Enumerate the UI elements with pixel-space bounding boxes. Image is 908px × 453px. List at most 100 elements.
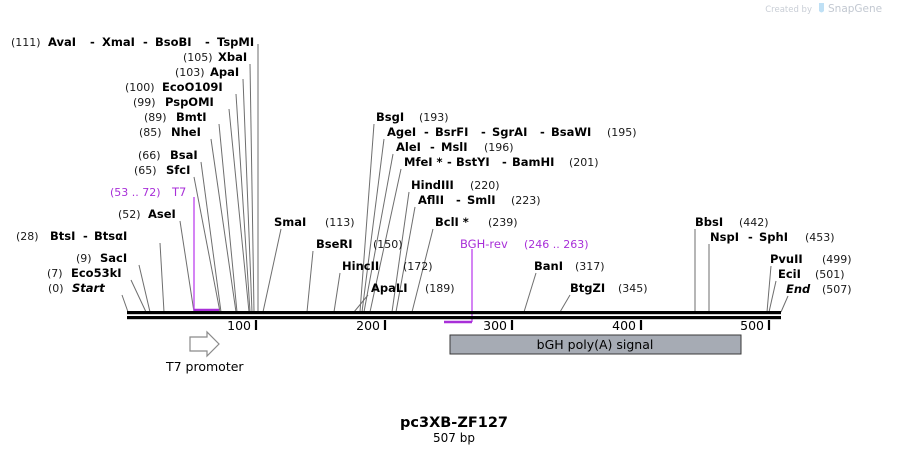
site-label-alei-group[interactable]: AleI - MslI (196) [396,140,514,154]
site-pos-aflii: (223) [511,194,541,207]
site-label-apai-group[interactable]: (103) ApaI [175,65,239,79]
axis-tick-label-500: 500 [740,318,764,333]
leader-line-btgzi [559,294,571,313]
axis-tick-label-100: 100 [227,318,251,333]
site-label-ecii-group[interactable]: EciI (501) [778,267,845,281]
site-name-mfei: MfeI * [404,155,443,169]
site-name-bseri: BseRI [316,237,353,251]
leader-line-hindiii [391,191,410,313]
leader-line-eco53ki [130,279,147,313]
site-name-start: Start [72,281,105,295]
site-label-smai-group[interactable]: SmaI (113) [274,215,355,229]
leader-line-bsgi [359,123,375,313]
site-name-nspi: NspI [710,230,739,244]
site-pos-ecii: (501) [815,268,845,281]
primer-label-bgh-rev-group[interactable]: BGH-rev (246 .. 263) [460,237,589,251]
site-label-start-group[interactable]: (0) Start [48,281,105,295]
axis-tick-200: 200 [356,318,387,333]
site-label-bbsi-group[interactable]: BbsI (442) [695,215,769,229]
site-label-xbai-group[interactable]: (105) XbaI [183,50,247,64]
site-name-bsawi: BsaWI [551,125,591,139]
site-name-bmti: BmtI [176,110,207,124]
site-name-saci: SacI [100,251,127,265]
site-pos-nspi: (453) [805,231,835,244]
site-sep-9: - [447,155,452,169]
site-label-hincii-group[interactable]: HincII (172) [342,259,433,273]
site-label-bcli-group[interactable]: BclI * (239) [435,215,518,229]
site-label-eco53ki-group[interactable]: (7) Eco53kI [47,266,122,280]
site-label-agei-group[interactable]: AgeI - BsrFI - SgrAI - BsaWI (195) [387,125,637,139]
site-label-bani-group[interactable]: BanI (317) [534,259,605,273]
site-pos-mfei: (201) [569,156,599,169]
site-name-tspmi: TspMI [217,35,254,49]
site-label-bseri-group[interactable]: BseRI (150) [316,237,403,251]
leader-line-hincii [333,272,341,313]
site-label-end-group[interactable]: End (507) [786,282,852,296]
site-pos-apai: (103) [175,66,205,79]
leader-line-agei [361,138,385,313]
sequence-axis[interactable]: 100 200 300 400 500 [127,311,781,333]
site-sep-12: - [748,230,753,244]
leader-line-ecii [768,280,777,313]
site-pos-bsai: (66) [138,149,161,162]
site-label-ecoo109i-group[interactable]: (100) EcoO109I [125,80,223,94]
site-label-pspomi-group[interactable]: (99) PspOMI [133,95,214,109]
primer-t7[interactable] [193,197,219,312]
axis-tick-500: 500 [740,318,771,333]
leader-line-smai [262,228,282,313]
site-name-bsgi: BsgI [376,110,404,124]
site-label-sfci-group[interactable]: (65) SfcI [134,163,190,177]
site-pos-ecoo109i: (100) [125,81,155,94]
leader-line-pspomi [228,108,250,313]
site-label-apali-group[interactable]: ApaLI (189) [371,281,455,295]
leader-lines-right [359,123,789,313]
site-label-avai-group[interactable]: (111) AvaI - XmaI - BsoBI - TspMI [11,35,254,49]
site-label-pvuii-group[interactable]: PvuII (499) [770,252,852,266]
site-label-nhei-group[interactable]: (85) NheI [139,125,201,139]
site-label-asei-group[interactable]: (52) AseI [118,207,176,221]
site-label-nspi-group[interactable]: NspI - SphI (453) [710,230,835,244]
axis-tick-label-200: 200 [356,318,380,333]
site-pos-btgzi: (345) [618,282,648,295]
leader-line-apai [242,78,253,313]
site-sep-1: - [90,35,95,49]
watermark-prefix: Created by [765,5,812,15]
site-name-aflii: AflII [418,193,444,207]
watermark-brand: SnapGene [828,3,882,15]
site-name-alei: AleI [396,140,421,154]
plasmid-length: 507 bp [433,431,475,445]
site-name-eco53ki: Eco53kI [71,266,122,280]
primer-name-t7: T7 [171,185,186,199]
site-name-bamhi: BamHI [512,155,554,169]
feature-t7-promoter[interactable]: T7 promoter [165,330,244,374]
site-label-saci-group[interactable]: (9) SacI [76,251,127,265]
primer-label-t7-group[interactable]: (53 .. 72) T7 [110,185,186,199]
feature-bgh-polya-signal[interactable]: bGH poly(A) signal [449,334,742,355]
site-sep-6: - [481,125,486,139]
site-name-avai: AvaI [48,35,76,49]
axis-tick-label-300: 300 [483,318,507,333]
axis-line-top [127,311,781,315]
site-sep-3: - [205,35,210,49]
site-label-mfei-group[interactable]: MfeI * - BstYI - BamHI (201) [404,155,599,169]
site-label-hindiii-group[interactable]: HindIII (220) [411,178,500,192]
leader-line-alei [363,153,394,313]
site-label-bmti-group[interactable]: (89) BmtI [144,110,207,124]
site-name-btgzi: BtgZI [570,281,605,295]
site-label-btgzi-group[interactable]: BtgZI (345) [570,281,648,295]
site-name-nhei: NheI [171,125,201,139]
site-pos-start: (0) [48,282,64,295]
site-pos-hindiii: (220) [470,179,500,192]
site-label-bsgi-group[interactable]: BsgI (193) [376,110,449,124]
site-name-hincii: HincII [342,259,379,273]
site-pos-pvuii: (499) [822,253,852,266]
site-pos-apali: (189) [425,282,455,295]
site-name-xbai: XbaI [218,50,247,64]
primer-bgh-rev[interactable] [444,249,473,324]
site-sep-8: - [430,140,435,154]
site-label-bsai-group[interactable]: (66) BsaI [138,148,198,162]
site-label-btsi-group[interactable]: (28) BtsI - BtsαI [16,229,127,243]
site-pos-asei: (52) [118,208,141,221]
site-label-aflii-group[interactable]: AflII - SmlI (223) [418,193,541,207]
snapgene-watermark: Created by SnapGene [765,3,882,15]
